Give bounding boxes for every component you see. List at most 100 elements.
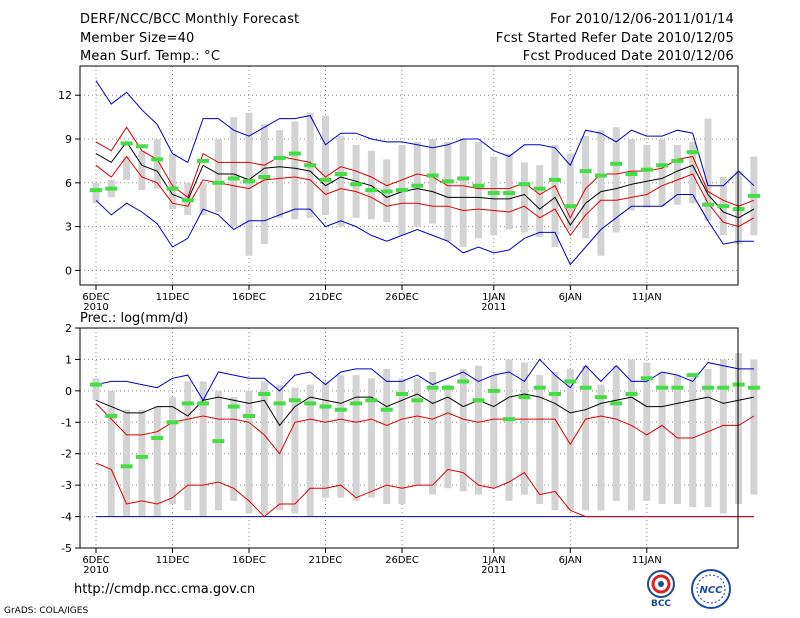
x-tick-label: 16DEC — [232, 555, 266, 566]
observation-marker — [564, 204, 577, 209]
grads-credit: GrADS: COLA/IGES — [4, 606, 89, 616]
plot-frame — [79, 65, 739, 286]
observation-marker — [717, 385, 730, 390]
observation-marker — [411, 183, 424, 188]
y-tick-label: 9 — [65, 133, 72, 146]
observation-marker — [258, 174, 271, 179]
ncc-logo-icon: NCC — [691, 569, 731, 609]
ensemble-box — [612, 365, 620, 501]
produced-date: Fcst Produced Date 2010/12/06 — [522, 49, 734, 64]
observation-marker — [732, 207, 745, 212]
x-tick-label: 26DEC — [385, 555, 419, 566]
observation-marker — [457, 379, 470, 384]
ensemble-box — [153, 139, 161, 189]
ensemble-box — [214, 139, 222, 212]
ensemble-box — [444, 384, 452, 489]
ensemble-box — [92, 378, 100, 401]
y-tick-label: 0 — [65, 385, 72, 398]
envelope-upper-line — [95, 80, 755, 187]
bcc-logo-icon: BCC — [647, 570, 675, 608]
ensemble-box — [444, 141, 452, 242]
ensemble-box — [398, 378, 406, 504]
observation-marker — [747, 193, 760, 198]
observation-marker — [288, 151, 301, 156]
observation-marker — [273, 155, 286, 160]
x-tick-label: 11JAN — [632, 555, 662, 566]
ensemble-box — [735, 353, 743, 504]
x-tick-label: 21DEC — [309, 292, 343, 303]
x-tick-year: 2010 — [83, 302, 108, 313]
observation-marker — [90, 188, 102, 193]
ensemble-box — [673, 144, 681, 205]
observation-marker — [319, 177, 332, 182]
ensemble-mean-line — [95, 141, 755, 227]
observation-marker — [503, 417, 516, 422]
ensemble-box — [184, 381, 192, 511]
ensemble-box — [459, 368, 467, 492]
ensemble-box — [643, 362, 651, 501]
ensemble-box — [260, 124, 268, 245]
observation-marker — [273, 401, 286, 406]
observation-marker — [549, 177, 561, 182]
observation-marker — [212, 439, 225, 444]
ensemble-box — [138, 409, 146, 517]
ensemble-box — [169, 153, 176, 210]
x-tick-label: 6JAN — [559, 555, 582, 566]
observation-marker — [243, 179, 255, 184]
observation-marker — [151, 436, 164, 440]
observation-marker — [503, 191, 516, 196]
observation-marker — [702, 385, 714, 390]
y-tick-label: -4 — [61, 511, 72, 524]
ensemble-box — [566, 368, 574, 511]
forecast-period: For 2010/12/06-2011/01/14 — [550, 12, 734, 27]
ensemble-box — [230, 117, 238, 227]
ensemble-box — [123, 156, 131, 180]
x-tick-year: 2011 — [481, 565, 506, 576]
observation-marker — [135, 144, 148, 149]
ensemble-box — [520, 362, 528, 495]
observation-marker — [227, 176, 240, 181]
observation-marker — [717, 204, 730, 209]
observation-marker — [656, 163, 669, 168]
x-tick-label: 11JAN — [632, 292, 662, 303]
ensemble-box — [337, 136, 345, 227]
source-url[interactable]: http://cmdp.ncc.cma.gov.cn — [74, 582, 256, 597]
observation-marker — [518, 182, 531, 187]
observation-marker — [105, 186, 118, 191]
observation-marker — [135, 454, 148, 459]
observation-marker — [487, 191, 500, 196]
ensemble-box — [123, 409, 131, 517]
ensemble-box — [658, 372, 666, 504]
ensemble-box — [582, 365, 590, 511]
observation-marker — [212, 180, 225, 185]
observation-marker — [365, 398, 378, 403]
y-tick-label: 0 — [65, 264, 72, 277]
observation-marker — [472, 398, 485, 403]
observation-marker — [518, 395, 531, 400]
ensemble-box — [505, 359, 513, 501]
observation-marker — [90, 382, 102, 387]
ncc-logo-text: NCC — [699, 585, 723, 596]
y-tick-label: 12 — [58, 89, 72, 102]
ensemble-box — [628, 359, 635, 511]
observation-marker — [380, 189, 393, 194]
x-tick-year: 2011 — [481, 302, 506, 313]
observation-marker — [640, 167, 653, 172]
bcc-logo-text: BCC — [651, 599, 671, 608]
observation-marker — [334, 407, 347, 412]
observation-marker — [457, 176, 470, 181]
observation-marker — [396, 188, 408, 193]
observation-marker — [365, 188, 378, 193]
observation-marker — [120, 141, 133, 146]
observation-marker — [594, 173, 607, 178]
observation-marker — [579, 169, 592, 174]
ensemble-box — [322, 115, 329, 215]
observation-marker — [625, 172, 638, 177]
ensemble-box — [291, 121, 299, 220]
y-tick-label: -3 — [61, 479, 72, 492]
ensemble-box — [459, 139, 467, 248]
ensemble-box — [199, 182, 207, 215]
observation-marker — [197, 401, 210, 406]
